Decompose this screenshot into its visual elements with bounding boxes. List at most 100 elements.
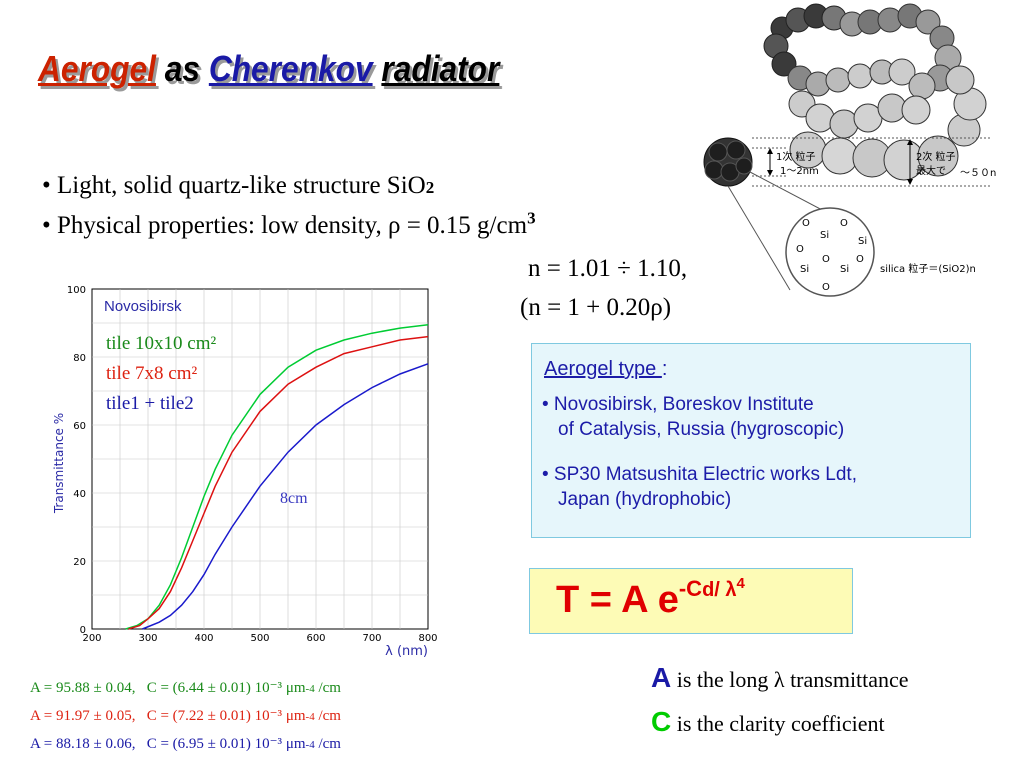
- y-tick-label: 0: [80, 625, 86, 636]
- bullet-dot: •: [42, 172, 51, 199]
- y-tick-label: 20: [73, 557, 86, 568]
- o-atom: O: [802, 218, 810, 229]
- secondary-label: 2次 粒子: [916, 150, 956, 163]
- fit-a-value: A = 88.18 ± 0.06,: [30, 736, 136, 752]
- aerogel-type-box: Aerogel type : • Novosibirsk, Boreskov I…: [531, 343, 971, 538]
- y-tick-label: 40: [73, 489, 86, 500]
- o-atom: O: [856, 254, 864, 265]
- definition-c: C is the clarity coefficient: [651, 706, 885, 738]
- item-line: of Catalysis, Russia (hygroscopic): [558, 419, 845, 440]
- bullet-properties-text: Physical properties: low density, ρ = 0.…: [57, 212, 528, 239]
- definition-text: is the clarity coefficient: [671, 711, 885, 736]
- formula-exp-pow: 4: [736, 575, 745, 592]
- definition-symbol: C: [651, 706, 672, 737]
- legend-label: tile1 + tile2: [106, 393, 194, 414]
- silica-detail-circle: [785, 207, 875, 297]
- secondary-size: 最大で: [916, 164, 946, 177]
- definition-a: A is the long λ transmittance: [651, 662, 909, 694]
- legend-item-tile-10x10: tile 10x10 cm²: [106, 333, 216, 355]
- si-atom: Si: [800, 264, 809, 275]
- title-aerogel: Aerogel: [38, 48, 156, 89]
- aerogel-type-item-novosibirsk: • Novosibirsk, Boreskov Institute of Cat…: [542, 394, 844, 441]
- legend-label: tile 10x10 cm²: [106, 333, 217, 354]
- fit-c-value: C = (6.44 ± 0.01) 10⁻³: [146, 680, 286, 696]
- x-tick-label: 200: [82, 633, 101, 644]
- y-tick-label: 100: [67, 285, 86, 296]
- bullet-properties: • Physical properties: low density, ρ = …: [42, 208, 536, 240]
- fit-c-value: C = (7.22 ± 0.01) 10⁻³: [146, 708, 286, 724]
- fit-unit: μm: [285, 708, 306, 724]
- primary-size: 1〜2nm: [780, 166, 819, 177]
- si-atom: Si: [840, 264, 849, 275]
- fit-exp: -4: [305, 739, 315, 751]
- refractive-index-formula: (n = 1 + 0.20ρ): [520, 294, 672, 321]
- bullet-properties-sup: 3: [527, 208, 536, 228]
- si-atom: Si: [858, 236, 867, 247]
- fit-a-value: A = 91.97 ± 0.05,: [30, 708, 136, 724]
- y-tick-label: 60: [73, 421, 86, 432]
- fit-exp: -4: [305, 711, 315, 723]
- title-as: as: [164, 48, 201, 89]
- bullet-structure-sub: 2: [425, 178, 435, 197]
- fit-unit: μm: [285, 680, 306, 696]
- title-radiator: radiator: [381, 48, 500, 89]
- legend-label: tile 7x8 cm²: [106, 363, 198, 384]
- definition-symbol: A: [651, 662, 672, 693]
- fit-result-tile-combined: A = 88.18 ± 0.06, C = (6.95 ± 0.01) 10⁻³…: [30, 734, 341, 753]
- o-atom: O: [822, 254, 830, 265]
- bead-chain: [763, 3, 987, 181]
- x-tick-label: 500: [250, 633, 269, 644]
- series-line-2: [142, 363, 429, 630]
- refractive-index-range: n = 1.01 ÷ 1.10,: [528, 255, 688, 282]
- fit-result-tile-7x8: A = 91.97 ± 0.05, C = (7.22 ± 0.01) 10⁻³…: [30, 706, 341, 725]
- transmittance-chart: 200 300 400 500 600 700 800 0 20 40 60 80 100 Novosi…: [50, 253, 470, 660]
- definition-text: is the long λ transmittance: [671, 667, 909, 692]
- fit-tail: /cm: [314, 680, 341, 696]
- fit-result-tile-10x10: A = 95.88 ± 0.04, C = (6.44 ± 0.01) 10⁻³…: [30, 678, 341, 697]
- fit-c-value: C = (6.95 ± 0.01) 10⁻³: [146, 736, 286, 752]
- o-atom: O: [822, 282, 830, 293]
- fit-tail: /cm: [314, 708, 341, 724]
- silica-label: silica 粒子＝(SiO2)n: [880, 262, 976, 275]
- primary-label: 1次 粒子: [776, 150, 816, 163]
- fit-a-value: A = 95.88 ± 0.04,: [30, 680, 136, 696]
- thickness-annotation: 8cm: [280, 490, 308, 507]
- fit-exp: -4: [305, 683, 315, 695]
- bullet-structure: • Light, solid quartz-like structure SiO…: [42, 172, 434, 200]
- secondary-extent: 〜５０n: [960, 168, 996, 179]
- item-line: • SP30 Matsushita Electric works Ldt,: [542, 464, 857, 485]
- legend-item-tile-7x8: tile 7x8 cm²: [106, 363, 197, 385]
- aerogel-type-heading-colon: :: [661, 358, 668, 380]
- title-cherenkov: Cherenkov: [208, 48, 373, 89]
- item-line: Japan (hydrophobic): [558, 489, 732, 510]
- slide-title: Aerogel as Cherenkov radiator: [38, 48, 499, 90]
- x-tick-label: 600: [306, 633, 325, 644]
- formula-exp-rest: d/ λ: [702, 579, 737, 601]
- formula-lhs: T = A e: [556, 579, 679, 621]
- si-atom: Si: [820, 230, 829, 241]
- chart-title: Novosibirsk: [104, 298, 182, 315]
- transmittance-formula: T = A e-Cd/ λ4: [556, 575, 745, 622]
- bullet-structure-text: Light, solid quartz-like structure SiO: [57, 172, 426, 199]
- x-tick-label: 800: [418, 633, 437, 644]
- bullet-dot: •: [42, 212, 51, 239]
- primary-particle-cluster: [703, 137, 753, 187]
- o-atom: O: [840, 218, 848, 229]
- x-tick-label: 400: [194, 633, 213, 644]
- transmittance-formula-box: T = A e-Cd/ λ4: [529, 568, 853, 634]
- x-axis-label: λ (nm): [385, 644, 428, 659]
- x-tick-label: 700: [362, 633, 381, 644]
- legend-item-tile-combined: tile1 + tile2: [106, 393, 194, 415]
- o-atom: O: [796, 244, 804, 255]
- x-tick-label: 300: [138, 633, 157, 644]
- aerogel-type-item-sp30: • SP30 Matsushita Electric works Ldt, Ja…: [542, 464, 857, 511]
- aerogel-type-heading: Aerogel type :: [544, 358, 667, 381]
- silica-atoms: Si O O O Si Si Si O O O: [796, 218, 867, 293]
- y-axis-label: Transmittance %: [52, 413, 66, 514]
- series-line-1: [128, 335, 429, 630]
- y-tick-label: 80: [73, 353, 86, 364]
- transmittance-chart-svg: 200 300 400 500 600 700 800 0 20 40 60 80 100 Novosi…: [52, 285, 438, 659]
- formula-exp-c: -C: [678, 576, 703, 601]
- silica-structure-illustration: 1次 粒子 1〜2nm 2次 粒子 最大で 〜５０n Si O O O Si S…: [703, 3, 996, 297]
- aerogel-type-heading-text: Aerogel type: [544, 358, 662, 380]
